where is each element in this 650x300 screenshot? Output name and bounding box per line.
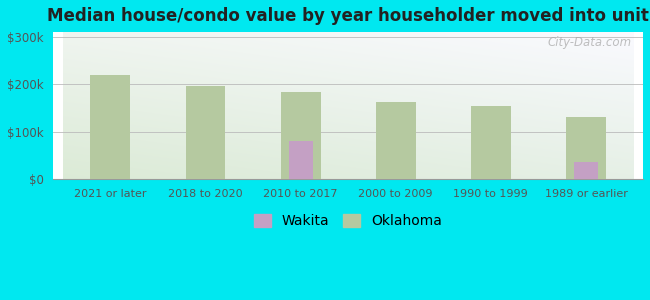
Bar bbox=[376, 102, 416, 179]
Title: Median house/condo value by year householder moved into unit: Median house/condo value by year househo… bbox=[47, 7, 649, 25]
Bar bbox=[471, 106, 511, 179]
Bar bbox=[566, 117, 606, 179]
Bar bbox=[90, 75, 131, 179]
Bar bbox=[574, 162, 598, 179]
Bar bbox=[281, 92, 320, 179]
Bar bbox=[185, 85, 226, 179]
Bar bbox=[289, 141, 313, 179]
Text: City-Data.com: City-Data.com bbox=[547, 37, 631, 50]
Legend: Wakita, Oklahoma: Wakita, Oklahoma bbox=[249, 208, 448, 234]
